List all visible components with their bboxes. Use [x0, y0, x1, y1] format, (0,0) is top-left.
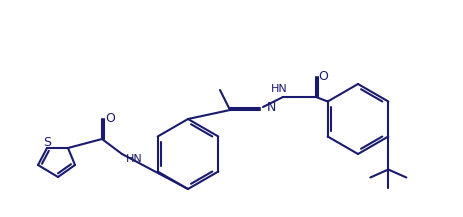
- Text: HN: HN: [270, 84, 287, 94]
- Text: HN: HN: [126, 154, 143, 164]
- Text: N: N: [266, 102, 276, 115]
- Text: O: O: [105, 112, 115, 125]
- Text: S: S: [43, 135, 51, 148]
- Text: O: O: [317, 71, 327, 84]
